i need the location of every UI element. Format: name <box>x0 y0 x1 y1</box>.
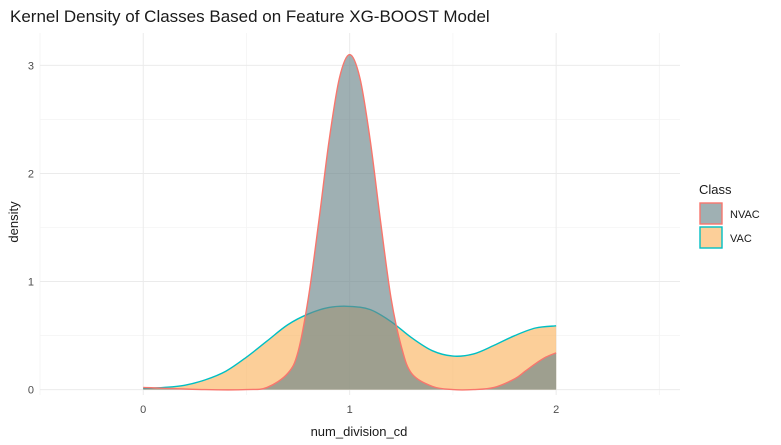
y-tick-label: 3 <box>28 60 34 72</box>
y-tick-label: 2 <box>28 168 34 180</box>
legend-title: Class <box>699 182 732 197</box>
x-tick-label: 1 <box>347 404 353 416</box>
y-axis-title: density <box>6 201 21 243</box>
legend: Class NVAC VAC <box>699 182 760 249</box>
area-nvac <box>143 54 557 390</box>
x-axis-title: num_division_cd <box>311 424 408 439</box>
legend-key-nvac <box>699 202 723 225</box>
x-tick-label: 0 <box>140 404 146 416</box>
density-areas <box>143 53 557 391</box>
x-tick-label: 2 <box>553 404 559 416</box>
x-tick-labels: 0 1 2 <box>140 404 559 416</box>
line-nvac <box>143 53 557 391</box>
y-tick-labels: 0 1 2 3 <box>28 60 34 396</box>
chart-title: Kernel Density of Classes Based on Featu… <box>10 7 490 26</box>
legend-label-nvac: NVAC <box>730 209 760 221</box>
y-tick-label: 0 <box>28 385 34 397</box>
legend-label-vac: VAC <box>730 233 752 245</box>
legend-key-vac <box>699 226 723 249</box>
y-tick-label: 1 <box>28 277 34 289</box>
